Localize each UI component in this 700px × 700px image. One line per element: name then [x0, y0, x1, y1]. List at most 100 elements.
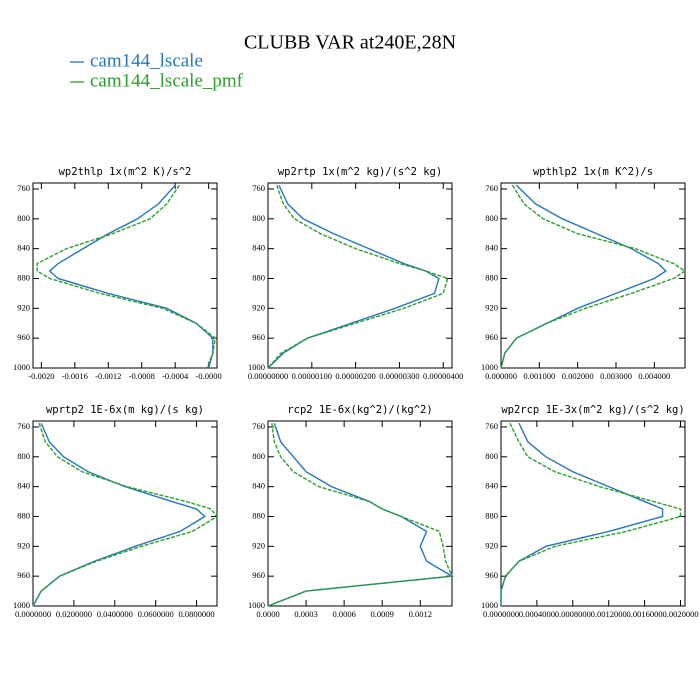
- plot-frame: [267, 182, 453, 369]
- x-tick-label: 0.0009: [371, 609, 394, 619]
- y-tick-label: 840: [252, 243, 265, 253]
- x-tick-label: 0.0012: [409, 609, 432, 619]
- plot-title: wp2thlp 1x(m^2 K)/s^2: [59, 166, 192, 178]
- plot-frame: [267, 420, 453, 607]
- y-tick-label: 800: [17, 213, 30, 223]
- x-tick-label: 0.0000000: [483, 609, 519, 619]
- y-tick-label: 960: [17, 332, 30, 342]
- y-tick-label: 760: [485, 421, 498, 431]
- series-line: [32, 423, 219, 607]
- x-tick-label: 0.0800000: [178, 609, 214, 619]
- y-tick-label: 840: [485, 243, 498, 253]
- x-tick-label: 0.003000: [600, 371, 632, 381]
- x-tick-label: 0.0020000: [662, 609, 698, 619]
- plot-title: wp2rtp 1x(m^2 kg)/(s^2 kg): [278, 166, 442, 178]
- y-tick-label: 1000: [481, 600, 498, 610]
- x-tick-label: 0.0012000: [591, 609, 627, 619]
- y-tick-label: 880: [17, 510, 30, 520]
- series-line: [32, 422, 206, 607]
- x-tick-label: 0.000000: [485, 371, 517, 381]
- series-line: [500, 422, 682, 606]
- x-tick-label: -0.0016: [62, 371, 88, 381]
- series-line: [267, 423, 454, 607]
- plot-frame: [500, 420, 686, 607]
- x-tick-label: -0.0008: [129, 371, 155, 381]
- y-tick-label: 760: [17, 421, 30, 431]
- series-line: [36, 184, 217, 369]
- x-tick-label: 0.0400000: [97, 609, 133, 619]
- x-tick-label: -0.0020: [28, 371, 54, 381]
- x-tick-label: 0.0000000: [15, 609, 51, 619]
- plot-title: wpthlp2 1x(m K^2)/s: [533, 166, 653, 178]
- y-tick-label: 1000: [13, 362, 30, 372]
- y-tick-label: 880: [485, 510, 498, 520]
- x-tick-label: 0.00000000: [248, 371, 288, 381]
- y-tick-label: 960: [17, 570, 30, 580]
- y-tick-label: 960: [485, 570, 498, 580]
- x-tick-label: 0.0600000: [138, 609, 174, 619]
- y-tick-label: 920: [17, 540, 30, 550]
- plot-frame: [32, 182, 218, 369]
- x-tick-label: 0.0004000: [519, 609, 555, 619]
- y-tick-label: 840: [17, 481, 30, 491]
- y-tick-label: 840: [485, 481, 498, 491]
- plot-title: rcp2 1E-6x(kg^2)/(kg^2): [287, 404, 432, 416]
- y-tick-label: 880: [252, 272, 265, 282]
- legend-label: cam144_lscale_pmf: [90, 70, 244, 91]
- x-tick-label: 0.0200000: [56, 609, 92, 619]
- plot-title: wprtp2 1E-6x(m kg)/(s kg): [46, 404, 204, 416]
- y-tick-label: 760: [252, 183, 265, 193]
- x-tick-label: 0.004000: [638, 371, 670, 381]
- y-tick-label: 920: [485, 540, 498, 550]
- y-tick-label: 960: [485, 332, 498, 342]
- y-tick-label: 800: [252, 213, 265, 223]
- y-tick-label: 1000: [248, 362, 265, 372]
- x-tick-label: 0.002000: [562, 371, 594, 381]
- plot-frame: [500, 182, 686, 369]
- y-tick-label: 1000: [13, 600, 30, 610]
- series-line: [267, 184, 440, 369]
- y-tick-label: 760: [17, 183, 30, 193]
- x-tick-label: 0.00000300: [379, 371, 419, 381]
- y-tick-label: 800: [485, 451, 498, 461]
- x-tick-label: -0.0000: [196, 371, 222, 381]
- y-tick-label: 920: [17, 302, 30, 312]
- y-tick-label: 800: [252, 451, 265, 461]
- plot-frame: [32, 420, 218, 607]
- y-tick-label: 920: [485, 302, 498, 312]
- y-tick-label: 920: [252, 540, 265, 550]
- y-tick-label: 920: [252, 302, 265, 312]
- x-tick-label: 0.0008000: [555, 609, 591, 619]
- series-line: [48, 184, 214, 369]
- x-tick-label: -0.0012: [95, 371, 121, 381]
- x-tick-label: 0.00000400: [423, 371, 463, 381]
- x-tick-label: 0.0000: [256, 609, 279, 619]
- x-tick-label: 0.0006: [332, 609, 355, 619]
- legend-label: cam144_lscale: [90, 50, 203, 71]
- y-tick-label: 760: [252, 421, 265, 431]
- x-tick-label: 0.0003: [294, 609, 317, 619]
- series-line: [500, 184, 687, 369]
- y-tick-label: 960: [252, 570, 265, 580]
- x-tick-label: 0.00000200: [335, 371, 375, 381]
- y-tick-label: 800: [17, 451, 30, 461]
- y-tick-label: 760: [485, 183, 498, 193]
- series-line: [500, 422, 664, 606]
- figure-title: CLUBB VAR at240E,28N: [244, 32, 456, 54]
- plot-title: wp2rcp 1E-3x(m^2 kg)/(s^2 kg): [501, 404, 684, 416]
- x-tick-label: 0.0016000: [627, 609, 663, 619]
- x-tick-label: 0.001000: [523, 371, 555, 381]
- y-tick-label: 840: [252, 481, 265, 491]
- x-tick-label: 0.00000100: [292, 371, 332, 381]
- series-line: [500, 184, 667, 369]
- y-tick-label: 1000: [481, 362, 498, 372]
- x-tick-label: -0.0004: [162, 371, 189, 381]
- series-line: [267, 185, 449, 369]
- y-tick-label: 840: [17, 243, 30, 253]
- y-tick-label: 880: [252, 510, 265, 520]
- y-tick-label: 960: [252, 332, 265, 342]
- y-tick-label: 880: [17, 272, 30, 282]
- y-tick-label: 800: [485, 213, 498, 223]
